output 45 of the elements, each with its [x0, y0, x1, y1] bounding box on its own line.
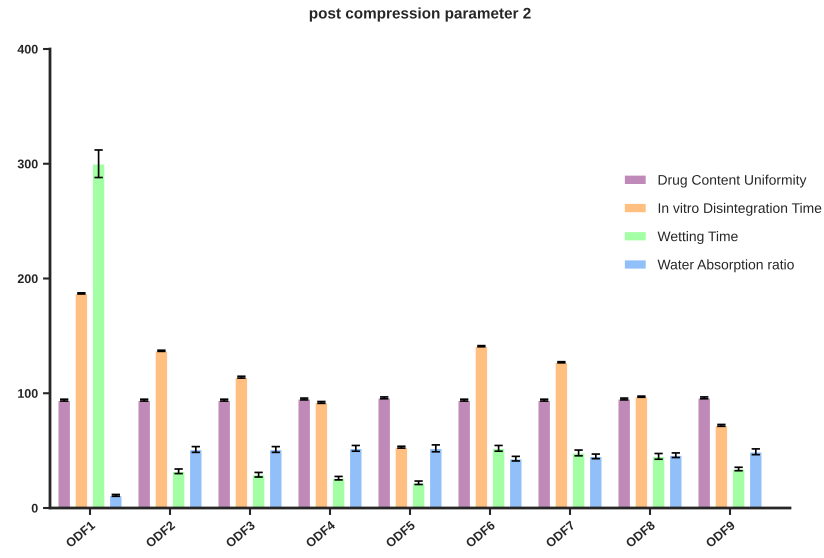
- bar: [634, 396, 648, 508]
- legend-label: Water Absorption ratio: [658, 259, 794, 272]
- bar: [57, 399, 72, 508]
- bar: [154, 350, 168, 508]
- bar: [748, 451, 763, 508]
- bar: [332, 477, 346, 508]
- bar: [314, 402, 328, 508]
- bar: [554, 362, 568, 508]
- legend-label: Drug Content Uniformity: [658, 174, 806, 188]
- y-tick-label: 300: [18, 160, 38, 168]
- bar: [652, 456, 666, 508]
- bar: [348, 448, 363, 508]
- bar: [172, 470, 186, 508]
- bar: [457, 399, 472, 508]
- chart-title: post compression parameter 2: [310, 7, 531, 22]
- bar: [234, 376, 248, 508]
- bar: [714, 424, 728, 508]
- y-tick-label: 200: [18, 274, 38, 284]
- bar: [537, 399, 552, 508]
- bar: [428, 448, 443, 508]
- y-tick-label: 0: [32, 504, 38, 513]
- bar: [732, 468, 746, 508]
- bar: [572, 452, 586, 508]
- bar: [137, 399, 152, 508]
- bar: [508, 458, 523, 508]
- bar: [588, 456, 603, 508]
- bar: [697, 397, 712, 508]
- bar: [92, 163, 106, 508]
- bar: [668, 454, 683, 508]
- bar: [492, 448, 506, 508]
- bar: [268, 448, 283, 508]
- bar: [74, 292, 88, 508]
- bar: [394, 446, 408, 508]
- bar: [297, 398, 312, 508]
- legend-label: Wetting Time: [658, 231, 738, 244]
- y-tick-label: 100: [18, 389, 38, 398]
- bar: [412, 482, 426, 508]
- bar: [252, 474, 266, 508]
- legend-label: In vitro Disintegration Time: [658, 202, 822, 216]
- bar: [474, 346, 488, 508]
- bar: [188, 448, 203, 508]
- bar: [377, 397, 392, 508]
- y-tick-label: 400: [18, 44, 38, 54]
- bar: [217, 399, 232, 508]
- bar: [617, 398, 632, 508]
